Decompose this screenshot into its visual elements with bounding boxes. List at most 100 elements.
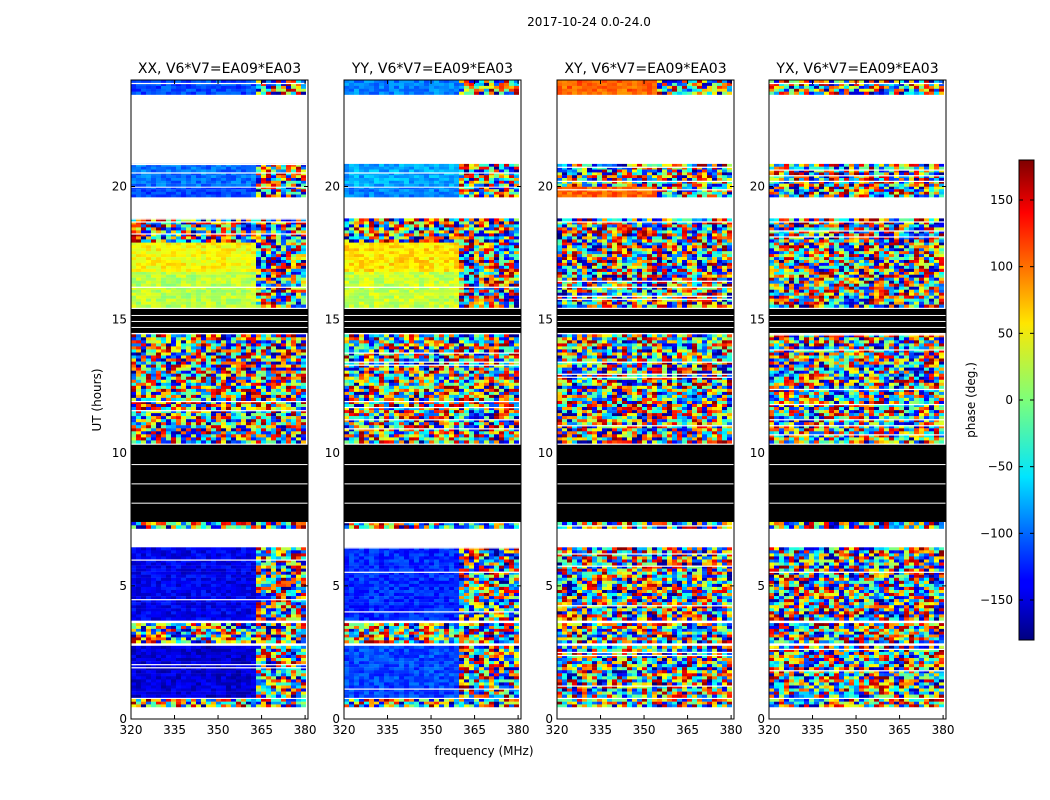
heatmap-cell — [266, 701, 271, 705]
heatmap-cell — [246, 553, 251, 557]
heatmap-cell — [221, 245, 226, 249]
heatmap-cell — [181, 704, 186, 708]
heatmap-cell — [166, 388, 171, 393]
heatmap-cell — [201, 664, 206, 668]
heatmap-cell — [161, 245, 166, 249]
heatmap-cell — [261, 194, 266, 198]
heatmap-cell — [166, 611, 171, 615]
heatmap-cell — [211, 183, 216, 187]
heatmap-cell — [296, 334, 301, 338]
heatmap-cell — [191, 352, 196, 356]
heatmap-cell — [236, 268, 241, 272]
heatmap-cell — [141, 550, 146, 554]
flagged-row — [131, 559, 308, 561]
heatmap-cell — [256, 172, 261, 176]
heatmap-cell — [271, 437, 276, 441]
flagged-row — [131, 667, 308, 669]
heatmap-cell — [146, 80, 151, 84]
heatmap-cell — [231, 397, 236, 402]
heatmap-cell — [141, 286, 146, 290]
heatmap-cell — [241, 221, 246, 225]
heatmap-cell — [211, 361, 216, 365]
heatmap-cell — [141, 388, 146, 393]
heatmap-cell — [186, 413, 191, 417]
heatmap-cell — [171, 242, 176, 246]
heatmap-cell — [251, 425, 256, 429]
heatmap-cell — [301, 583, 306, 588]
heatmap-cell — [171, 391, 176, 396]
heatmap-cell — [196, 394, 201, 399]
heatmap-cell — [171, 274, 176, 278]
heatmap-cell — [191, 230, 196, 234]
heatmap-cell — [236, 236, 241, 240]
heatmap-cell — [171, 166, 176, 170]
heatmap-cell — [206, 254, 211, 258]
heatmap-cell — [236, 701, 241, 705]
heatmap-cell — [246, 175, 251, 179]
heatmap-cell — [161, 611, 166, 615]
heatmap-cell — [281, 701, 286, 705]
heatmap-cell — [131, 376, 136, 380]
heatmap-cell — [196, 370, 201, 374]
heatmap-cell — [236, 394, 241, 399]
heatmap-cell — [191, 397, 196, 402]
heatmap-cell — [301, 437, 306, 441]
heatmap-cell — [156, 637, 161, 641]
heatmap-cell — [261, 361, 266, 365]
heatmap-cell — [271, 676, 276, 680]
heatmap-cell — [216, 605, 221, 609]
heatmap-cell — [161, 251, 166, 255]
heatmap-cell — [211, 175, 216, 179]
heatmap-cell — [211, 688, 216, 692]
heatmap-cell — [236, 577, 241, 582]
heatmap-cell — [221, 586, 226, 591]
heatmap-cell — [429, 701, 434, 705]
heatmap-cell — [251, 658, 256, 662]
heatmap-cell — [166, 691, 171, 695]
heatmap-cell — [286, 230, 291, 234]
heatmap-cell — [276, 682, 281, 686]
heatmap-cell — [266, 180, 271, 184]
heatmap-cell — [261, 295, 266, 299]
heatmap-cell — [196, 292, 201, 296]
heatmap-cell — [226, 337, 231, 341]
heatmap-cell — [241, 178, 246, 182]
heatmap-cell — [146, 685, 151, 689]
heatmap-cell — [236, 286, 241, 290]
heatmap-cell — [499, 699, 504, 702]
heatmap-cell — [196, 227, 201, 231]
heatmap-cell — [201, 268, 206, 272]
heatmap-cell — [141, 233, 146, 237]
heatmap-cell — [271, 373, 276, 377]
heatmap-cell — [261, 292, 266, 296]
heatmap-cell — [181, 88, 186, 92]
heatmap-cell — [141, 691, 146, 695]
heatmap-cell — [206, 172, 211, 176]
heatmap-cell — [251, 194, 256, 198]
heatmap-cell — [206, 404, 211, 408]
heatmap-cell — [261, 553, 266, 557]
heatmap-cell — [271, 379, 276, 384]
heatmap-cell — [296, 699, 301, 702]
heatmap-cell — [141, 676, 146, 680]
heatmap-cell — [131, 163, 136, 167]
heatmap-cell — [281, 599, 286, 603]
heatmap-cell — [176, 361, 181, 365]
heatmap-cell — [241, 274, 246, 278]
heatmap-cell — [226, 289, 231, 293]
heatmap-cell — [131, 166, 136, 170]
heatmap-cell — [196, 637, 201, 641]
heatmap-cell — [191, 654, 196, 659]
heatmap-cell — [131, 301, 136, 305]
heatmap-cell — [266, 80, 271, 84]
heatmap-cell — [166, 376, 171, 380]
heatmap-cell — [211, 547, 216, 551]
heatmap-cell — [216, 559, 221, 563]
heatmap-cell — [181, 82, 186, 87]
heatmap-cell — [271, 289, 276, 293]
heatmap-cell — [246, 664, 251, 668]
heatmap-cell — [181, 425, 186, 429]
heatmap-cell — [276, 224, 281, 228]
heatmap-cell — [231, 525, 236, 529]
heatmap-cell — [146, 289, 151, 293]
